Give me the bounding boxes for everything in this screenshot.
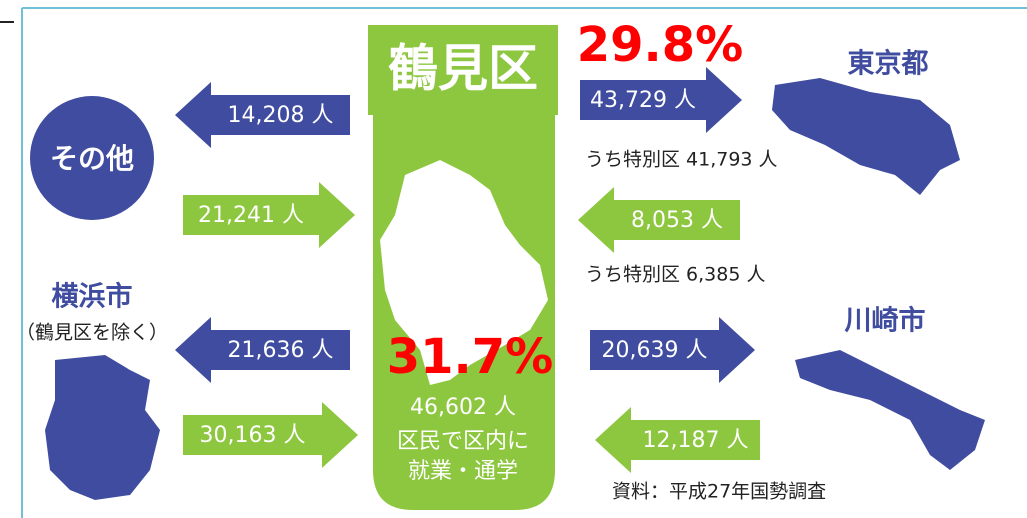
center-share: 31.7% [387,329,554,385]
flow-label: 14,208 人 [228,103,334,128]
center-title: 鶴見区 [388,40,538,98]
tokyo-inflow-note: うち特別区 6,385 人 [585,264,765,286]
kawasaki-label: 川崎市 [845,305,926,337]
flow-arrow [590,317,755,383]
center-caption: 就業・通学 [408,459,518,484]
kawasaki-map [795,350,985,470]
flow-arrow [183,402,358,468]
yokohama-note: （鶴見区を除く） [16,322,168,344]
yokohama-label: 横浜市 [52,281,133,313]
other-circle [30,96,154,220]
tokyo-share: 29.8% [577,17,744,73]
flow-label: 21,241 人 [198,203,304,228]
center-caption: 区民で区内に [397,429,529,454]
flow-label: 8,053 人 [631,208,723,233]
center-title-box [368,25,558,115]
source: 資料：平成27年国勢調査 [612,481,826,503]
center-count: 46,602 人 [410,395,516,420]
flow-label: 30,163 人 [200,423,306,448]
flow-label: 12,187 人 [643,428,749,453]
arrows: 14,208 人 21,241 人 21,636 人 30,163 人 43,729 人… [175,67,760,473]
flow-arrow [578,187,740,253]
flow-arrow [175,82,350,148]
yokohama-map [45,355,160,500]
flow-label: 21,636 人 [228,338,334,363]
flow-label: 20,639 人 [602,338,708,363]
tokyo-outflow-note: うち特別区 41,793 人 [585,149,778,171]
flow-arrow [175,317,350,383]
tokyo-label: 東京都 [848,48,929,80]
flow-label: 43,729 人 [590,88,696,113]
flow-arrow [580,67,742,133]
flow-arrow [595,407,760,473]
other-label: その他 [50,142,134,175]
tsurumi-map [380,160,548,385]
flow-arrow [183,182,355,248]
tokyo-map [772,78,960,195]
